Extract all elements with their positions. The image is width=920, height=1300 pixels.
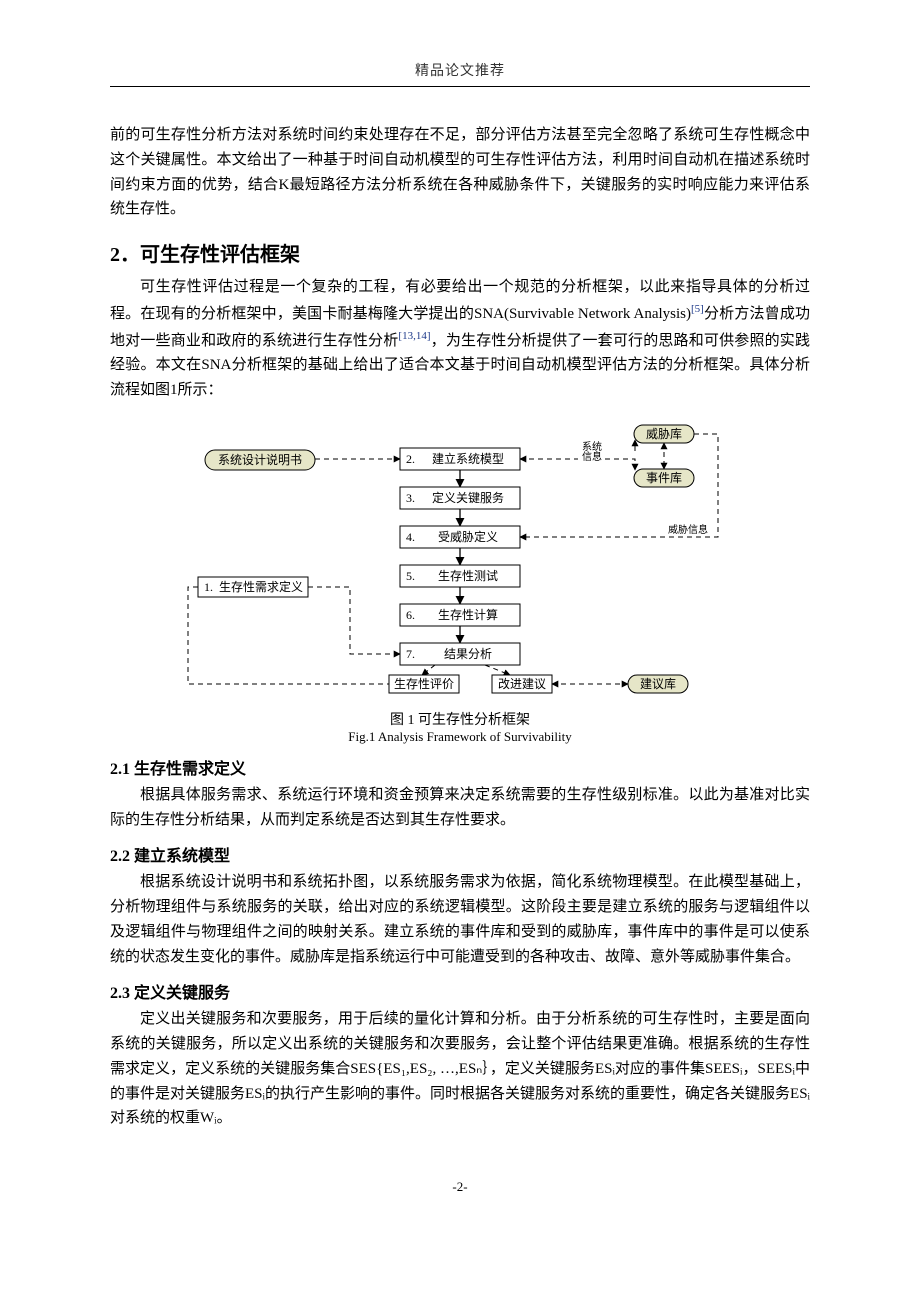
svg-text:定义关键服务: 定义关键服务 [432, 490, 504, 505]
section-2-title: 2．可生存性评估框架 [110, 238, 810, 267]
section-2-2-paragraph: 根据系统设计说明书和系统拓扑图，以系统服务需求为依据，简化系统物理模型。在此模型… [110, 870, 810, 969]
svg-text:6.: 6. [406, 608, 415, 622]
svg-text:受威胁定义: 受威胁定义 [438, 529, 498, 544]
svg-text:1.: 1. [204, 580, 213, 594]
section-2-1-paragraph: 根据具体服务需求、系统运行环境和资金预算来决定系统需要的生存性级别标准。以此为基… [110, 783, 810, 833]
svg-text:建议库: 建议库 [640, 676, 676, 691]
section-2-3-paragraph: 定义出关键服务和次要服务，用于后续的量化计算和分析。由于分析系统的可生存性时，主… [110, 1007, 810, 1131]
svg-text:威胁信息: 威胁信息 [668, 523, 708, 536]
svg-text:信息: 信息 [582, 450, 602, 463]
page-number: -2- [110, 1179, 810, 1195]
svg-text:事件库: 事件库 [646, 470, 682, 485]
citation-5: [5] [691, 303, 704, 315]
section-2-2-title: 2.2 建立系统模型 [110, 842, 810, 866]
svg-text:系统设计说明书: 系统设计说明书 [218, 452, 302, 467]
citation-13-14: [13,14] [398, 330, 430, 342]
svg-text:3.: 3. [406, 491, 415, 505]
figure-1-flowchart: 系统设计说明书 威胁库事件库建议库 1. 生存性需求定义 2. 建立系统模型 3. 定义关键服… [110, 417, 810, 707]
svg-text:生存性计算: 生存性计算 [438, 607, 498, 622]
svg-text:威胁库: 威胁库 [646, 426, 682, 441]
svg-text:改进建议: 改进建议 [498, 677, 546, 691]
section-2-1-title: 2.1 生存性需求定义 [110, 755, 810, 779]
section-2-paragraph: 可生存性评估过程是一个复杂的工程，有必要给出一个规范的分析框架，以此来指导具体的… [110, 275, 810, 403]
svg-text:生存性评价: 生存性评价 [394, 677, 454, 691]
svg-text:7.: 7. [406, 647, 415, 661]
figure-1-caption-en: Fig.1 Analysis Framework of Survivabilit… [110, 729, 810, 745]
svg-text:5.: 5. [406, 569, 415, 583]
section-2-3-title: 2.3 定义关键服务 [110, 979, 810, 1003]
svg-text:生存性测试: 生存性测试 [438, 568, 498, 583]
figure-1-caption-zh: 图 1 可生存性分析框架 [110, 709, 810, 729]
top-continuation-paragraph: 前的可生存性分析方法对系统时间约束处理存在不足，部分评估方法甚至完全忽略了系统可… [110, 123, 810, 222]
svg-text:建立系统模型: 建立系统模型 [432, 451, 504, 466]
svg-text:2.: 2. [406, 452, 415, 466]
svg-text:结果分析: 结果分析 [444, 647, 492, 661]
svg-text:生存性需求定义: 生存性需求定义 [219, 579, 303, 594]
page-header: 精品论文推荐 [110, 60, 810, 87]
svg-text:4.: 4. [406, 530, 415, 544]
